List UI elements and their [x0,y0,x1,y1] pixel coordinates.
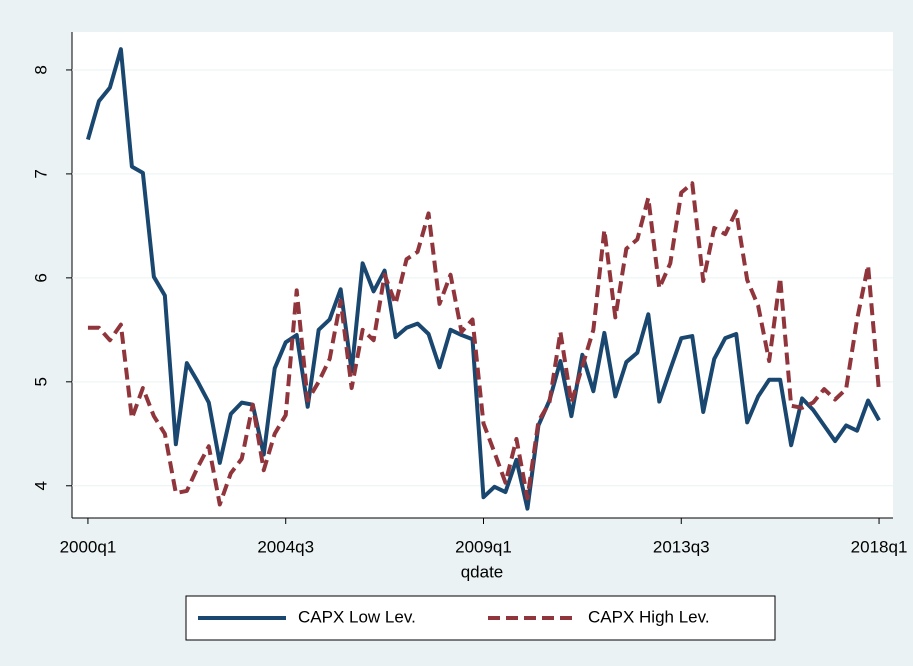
x-tick-label: 2000q1 [60,537,117,556]
line-series [86,47,881,511]
plot-area [72,32,893,518]
y-tick-label: 7 [31,169,50,178]
legend-label: CAPX High Lev. [588,607,710,626]
y-tick-label: 8 [31,65,50,74]
y-tick-label: 4 [31,481,50,490]
y-tick-label: 5 [31,377,50,386]
line-series [87,181,882,507]
y-tick-label: 6 [31,273,50,282]
x-tick-label: 2013q3 [653,537,710,556]
x-tick-label: 2009q1 [455,537,512,556]
legend-label: CAPX Low Lev. [298,607,416,626]
x-tick-label: 2018q1 [851,537,908,556]
x-tick-label: 2004q3 [257,537,314,556]
x-axis-label: qdate [461,562,504,581]
